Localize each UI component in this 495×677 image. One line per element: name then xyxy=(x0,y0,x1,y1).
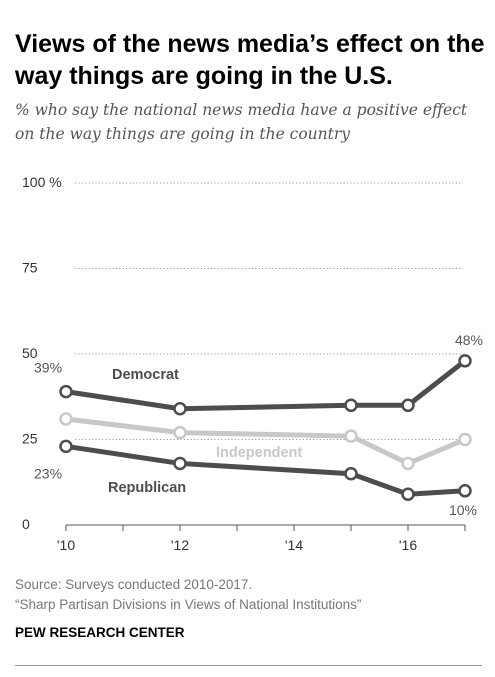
democrat-point xyxy=(401,398,415,413)
republican-point xyxy=(344,466,358,481)
y-tick-label: 50 xyxy=(22,345,38,361)
y-tick-label: 25 xyxy=(22,431,38,447)
democrat-point xyxy=(173,401,187,416)
republican-value-label: 10% xyxy=(449,502,477,518)
democrat-series-label: Democrat xyxy=(112,367,179,383)
democrat-value-label: 39% xyxy=(34,360,62,376)
independent-point xyxy=(344,429,358,443)
republican-point xyxy=(173,456,187,471)
report-title: “Sharp Partisan Divisions in Views of Na… xyxy=(15,597,362,612)
x-tick-label: '10 xyxy=(57,537,75,553)
source-note: Source: Surveys conducted 2010-2017. “Sh… xyxy=(15,575,361,615)
independent-series-label: Independent xyxy=(216,445,302,461)
chart-title: Views of the news media’s effect on the … xyxy=(15,30,485,90)
brand-label: PEW RESEARCH CENTER xyxy=(15,625,185,640)
republican-point xyxy=(401,487,415,501)
independent-point xyxy=(59,412,73,426)
footer-divider xyxy=(15,665,482,666)
y-tick-label: 75 xyxy=(22,260,38,276)
republican-point xyxy=(59,439,73,454)
independent-point xyxy=(401,456,415,471)
y-tick-label: 0 xyxy=(22,516,30,532)
republican-series-label: Republican xyxy=(108,480,186,496)
democrat-point xyxy=(458,354,472,368)
line-chart: 0 25 50 75 100 % '10 '12 '14 '16 39% 48% 23% 10% Demo… xyxy=(22,174,483,553)
independent-point xyxy=(173,425,187,440)
democrat-value-label: 48% xyxy=(455,332,483,348)
x-tick-label: '16 xyxy=(399,537,417,553)
x-tick-label: '12 xyxy=(171,537,189,553)
chart-subtitle: % who say the national news media have a… xyxy=(15,101,468,143)
source-line: Source: Surveys conducted 2010-2017. xyxy=(15,577,253,592)
democrat-point xyxy=(344,398,358,413)
x-tick-label: '14 xyxy=(285,537,303,553)
independent-point xyxy=(458,432,472,447)
democrat-point xyxy=(59,384,73,399)
republican-value-label: 23% xyxy=(34,465,62,481)
republican-point xyxy=(458,484,472,498)
y-tick-label: 100 % xyxy=(22,174,62,190)
